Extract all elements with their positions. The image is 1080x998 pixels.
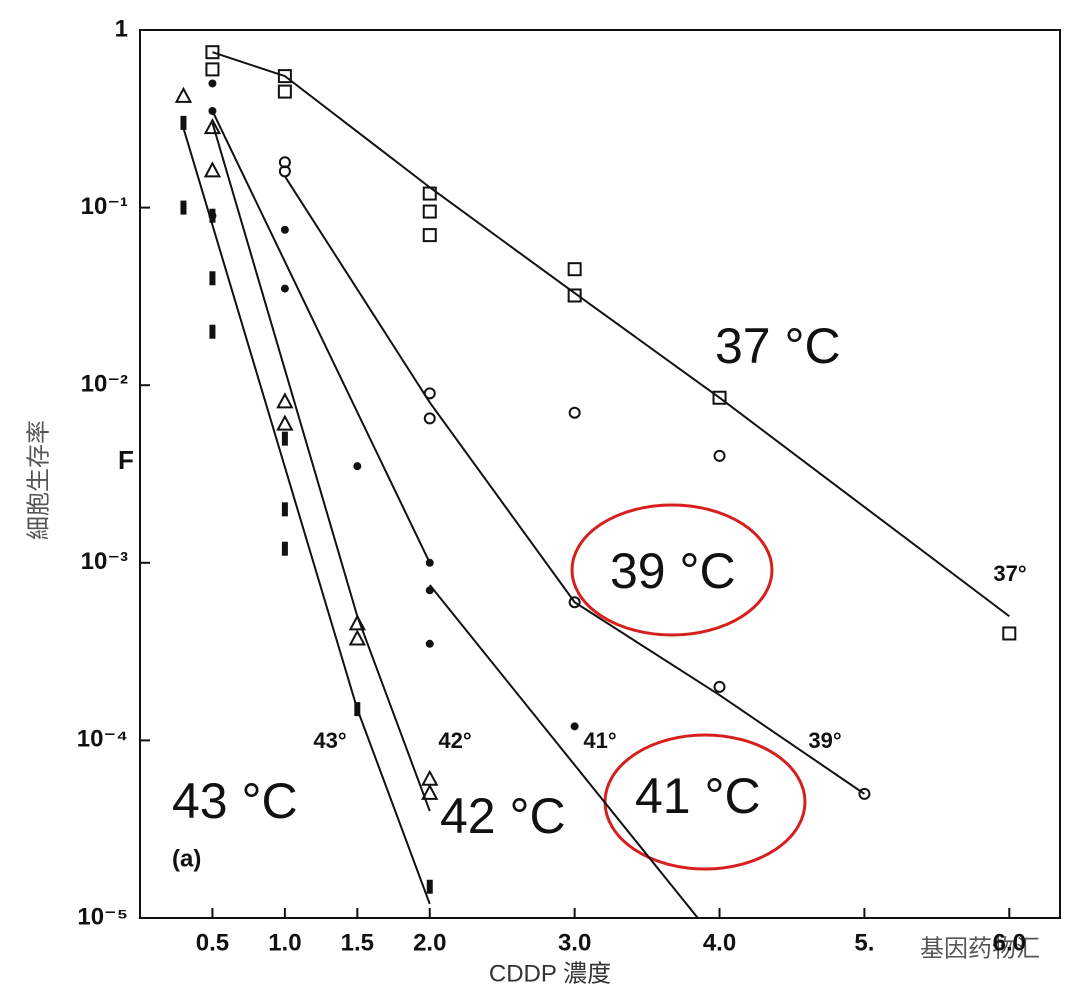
data-point — [423, 412, 436, 425]
data-point — [209, 324, 216, 339]
data-point — [281, 541, 288, 556]
y-tick-label: 10⁻² — [81, 371, 128, 398]
data-point — [278, 165, 291, 178]
y-axis-label: 細胞生存率 — [25, 420, 52, 540]
annotation: 43 °C — [172, 773, 298, 829]
data-point — [209, 271, 216, 286]
data-point — [421, 769, 439, 786]
annotation: 41 °C — [635, 768, 761, 824]
x-tick-label: 0.5 — [196, 929, 229, 956]
data-point — [421, 783, 439, 800]
data-point — [422, 204, 437, 219]
y-tick-label: 10⁻⁴ — [77, 726, 128, 753]
data-point — [203, 118, 222, 135]
highlight-ellipse — [570, 503, 774, 637]
x-tick-label: 5. — [854, 929, 874, 956]
data-point — [712, 390, 727, 405]
data-point — [276, 392, 294, 409]
curve-label: 42° — [438, 728, 471, 753]
fit-line — [212, 51, 1010, 618]
plot-frame — [139, 29, 1061, 919]
y-tick-label: 10⁻⁵ — [77, 903, 128, 930]
fit-line — [211, 110, 699, 919]
data-point — [209, 208, 216, 223]
x-tick-label: 3.0 — [558, 929, 591, 956]
data-point — [1002, 626, 1017, 641]
y-tick-label: 1 — [115, 15, 128, 42]
x-tick-label: 1.5 — [341, 929, 374, 956]
data-point — [423, 387, 436, 400]
y-tick-label: 10⁻³ — [81, 548, 128, 575]
data-point — [205, 62, 220, 77]
data-point — [713, 449, 726, 462]
data-point — [426, 879, 433, 894]
data-point — [208, 106, 217, 115]
fit-line — [284, 175, 865, 795]
data-point — [858, 787, 871, 800]
x-tick-label: 1.0 — [268, 929, 301, 956]
annotation: 37 °C — [715, 318, 841, 374]
data-point — [713, 680, 726, 693]
data-point — [348, 629, 366, 646]
watermark: 基因药物汇 — [920, 935, 1040, 962]
data-point — [276, 414, 294, 431]
fit-line — [211, 122, 431, 812]
x-tick-label: 4.0 — [703, 929, 736, 956]
y-tick-label: 10⁻¹ — [81, 193, 128, 220]
y-letter: F — [118, 445, 134, 475]
data-point — [174, 86, 193, 103]
data-point — [567, 288, 582, 303]
data-point — [205, 45, 220, 60]
data-point — [425, 639, 434, 648]
annotation: 39 °C — [610, 543, 736, 599]
data-point — [425, 586, 434, 595]
data-point — [568, 596, 581, 609]
data-point — [348, 614, 366, 631]
data-point — [281, 431, 288, 446]
data-point — [422, 186, 437, 201]
data-point — [180, 200, 187, 215]
data-point — [208, 79, 217, 88]
data-point — [280, 284, 289, 293]
data-point — [203, 161, 222, 178]
x-tick-label: 2.0 — [413, 929, 446, 956]
curve-label: 43° — [313, 728, 346, 753]
data-point — [180, 115, 187, 130]
data-point — [280, 225, 289, 234]
data-point — [568, 406, 581, 419]
data-point — [570, 722, 579, 731]
data-point — [281, 502, 288, 517]
data-point — [354, 702, 361, 717]
data-point — [277, 69, 292, 84]
curve-label: 41° — [583, 728, 616, 753]
x-axis-label: CDDP 濃度 — [489, 960, 611, 987]
data-point — [567, 262, 582, 277]
data-point — [422, 228, 437, 243]
data-point — [353, 462, 362, 471]
data-point — [425, 558, 434, 567]
curve-label: 37° — [993, 561, 1026, 586]
x-tick-label: 6.0 — [993, 929, 1026, 956]
curve-label: 39° — [808, 728, 841, 753]
annotation: (a) — [172, 845, 201, 872]
annotation: 42 °C — [440, 788, 566, 844]
data-point — [277, 84, 292, 99]
